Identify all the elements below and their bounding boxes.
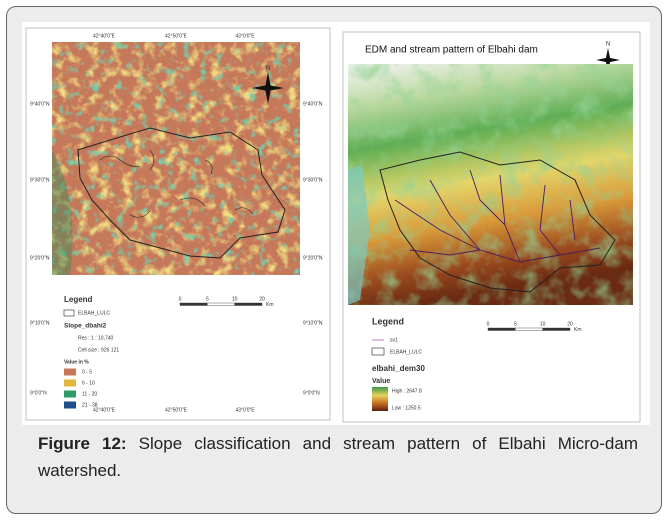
scale-label: 20 (567, 321, 573, 327)
coord-label: 9°10'0"N (30, 320, 50, 326)
scale-segment (515, 328, 542, 331)
legend-raster: Slope_dbahi2 (64, 323, 107, 330)
legend-value-title: Value in % (64, 359, 89, 365)
coord-label: 9°20'0"N (303, 255, 323, 261)
legend-label: 21 - 38 (82, 402, 98, 408)
figure-image: N 42°40'0"E 42°50'0"E 43°0'0"E 42°40'0"E… (0, 0, 672, 430)
coord-label: 42°50'0"E (165, 33, 188, 39)
slope-map-texture (52, 42, 300, 275)
scale-label: 20 (259, 296, 265, 302)
scale-label: 0 (179, 296, 182, 302)
panel-title: EDM and stream pattern of Elbahi dam (365, 45, 538, 56)
legend-label: 6 - 10 (82, 380, 95, 386)
legend-title: Legend (372, 316, 404, 326)
caption-label: Figure 12: (38, 434, 127, 453)
north-label: N (266, 66, 270, 72)
scale-segment (180, 303, 207, 306)
coord-label: 9°20'0"N (30, 255, 50, 261)
legend-value-title: Value (372, 378, 390, 385)
legend-label: sv1 (390, 337, 398, 343)
legend-label: ELBAH_LULC (78, 310, 110, 316)
scale-unit: Km (266, 302, 274, 308)
coord-label: 42°40'0"E (93, 33, 116, 39)
caption-text: Slope classification and stream pattern … (38, 434, 638, 480)
coord-label: 9°0'0"N (303, 390, 320, 396)
scale-unit: Km (574, 327, 582, 333)
coord-label: 9°40'0"N (303, 101, 323, 107)
legend-swatch (64, 380, 76, 387)
legend-swatch (64, 391, 76, 398)
scale-label: 0 (487, 321, 490, 327)
legend-swatch (64, 369, 76, 376)
coord-label: 43°0'0"E (235, 407, 255, 413)
scale-segment (207, 303, 234, 306)
scale-label: 10 (232, 296, 238, 302)
scale-segment (488, 328, 515, 331)
legend-label: ELBAH_LULC (390, 349, 422, 355)
scale-label: 10 (540, 321, 546, 327)
north-label: N (606, 42, 610, 48)
scale-segment (543, 328, 570, 331)
legend-note: Cell size : 926 121 (78, 347, 119, 353)
coord-label: 9°10'0"N (303, 320, 323, 326)
coord-label: 43°0'0"E (235, 33, 255, 39)
page: N 42°40'0"E 42°50'0"E 43°0'0"E 42°40'0"E… (0, 0, 672, 522)
legend-raster: elbahi_dem30 (372, 364, 425, 373)
figure-caption: Figure 12: Slope classification and stre… (38, 430, 638, 484)
legend-label: 11 - 20 (82, 391, 97, 397)
coord-label: 9°0'0"N (30, 390, 47, 396)
scale-segment (235, 303, 262, 306)
legend-ramp (372, 387, 388, 411)
legend-title: Legend (64, 295, 93, 304)
legend-low: Low : 1250.5 (392, 405, 421, 411)
scale-label: 5 (514, 321, 517, 327)
legend-swatch (64, 402, 76, 409)
coord-label: 42°50'0"E (165, 407, 188, 413)
legend-high: High : 2647.8 (392, 388, 422, 394)
coord-label: 9°30'0"N (303, 177, 323, 183)
coord-label: 9°40'0"N (30, 101, 50, 107)
coord-label: 9°30'0"N (30, 177, 50, 183)
scale-label: 5 (206, 296, 209, 302)
legend-note: Res : 1 : 10,740 (78, 335, 114, 341)
legend-label: 0 - 5 (82, 369, 92, 375)
dem-texture (348, 64, 633, 305)
